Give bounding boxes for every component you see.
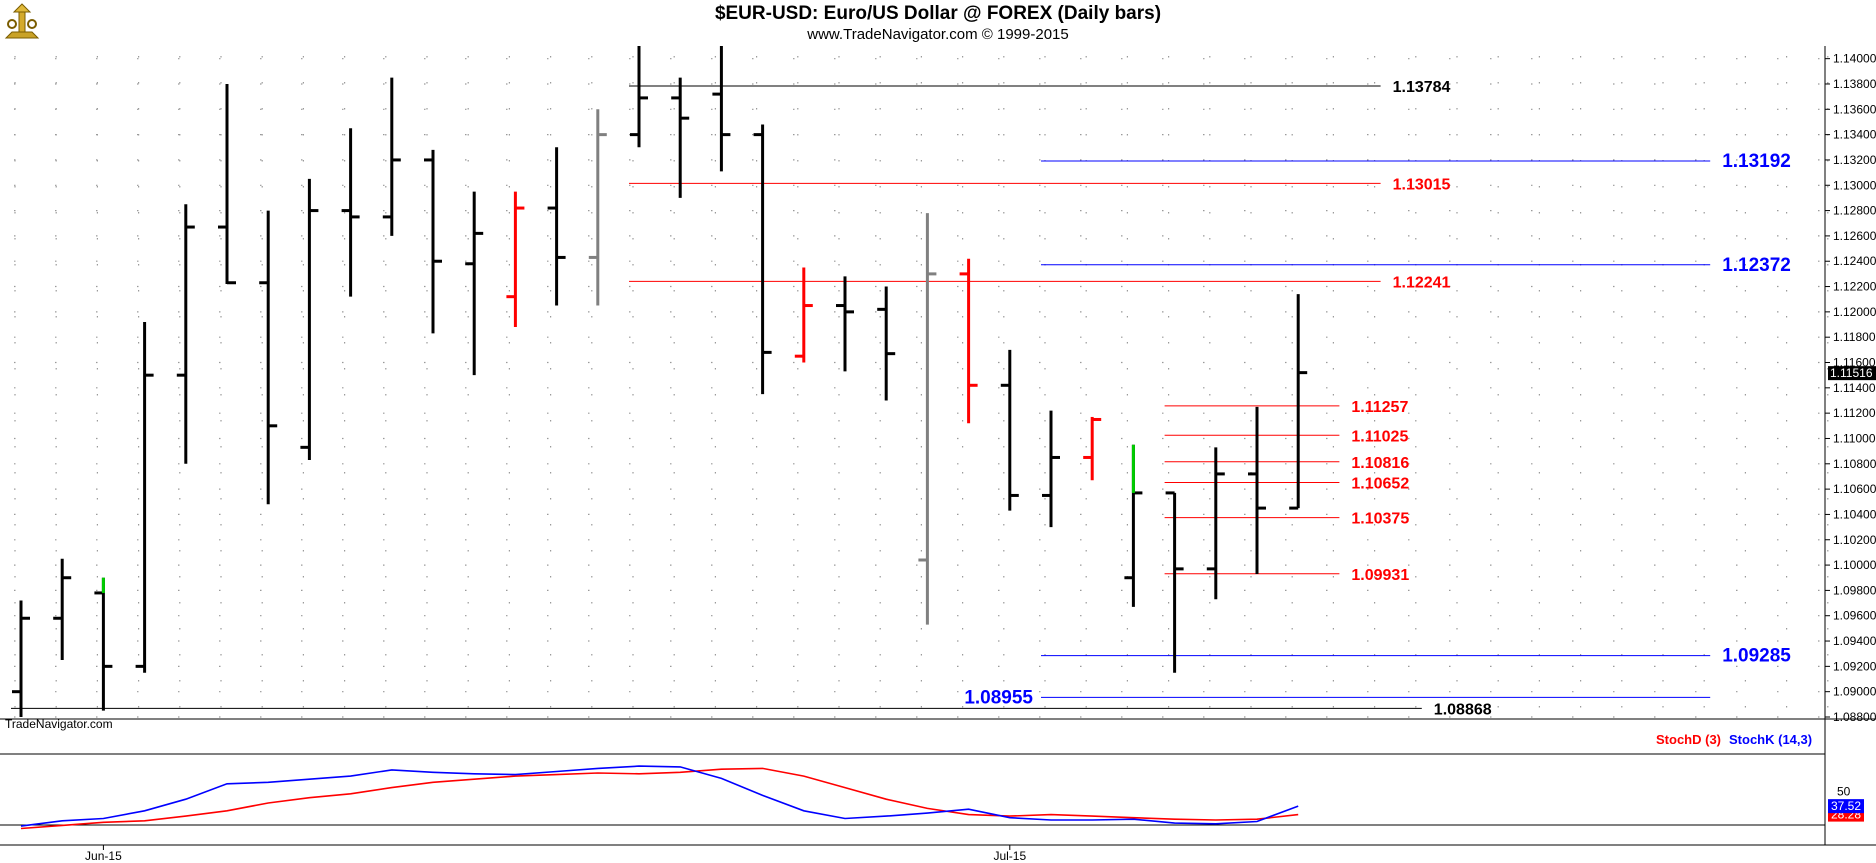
ohlc-bar — [794, 267, 813, 363]
ohlc-bar — [12, 600, 30, 717]
stoch-line — [20, 767, 1299, 830]
ohlc-bar — [1042, 410, 1060, 528]
price-tick-label: 1.10400 — [1833, 507, 1876, 521]
current-price-label: 1.11516 — [1830, 366, 1873, 380]
ohlc-bar — [918, 213, 937, 625]
level-label: 1.09285 — [1722, 646, 1791, 667]
level-label: 1.12372 — [1722, 255, 1791, 276]
trade-navigator-logo-icon — [2, 2, 42, 42]
price-tick-label: 1.12200 — [1833, 280, 1876, 294]
stoch-tick-label: 50 — [1837, 785, 1851, 799]
price-tick-label: 1.11000 — [1833, 431, 1876, 445]
ohlc-bar — [836, 276, 854, 372]
price-tick-label: 1.09000 — [1833, 685, 1876, 699]
price-tick-label: 1.12800 — [1833, 204, 1876, 218]
price-tick-label: 1.11400 — [1833, 381, 1876, 395]
ohlc-bar — [959, 258, 978, 424]
level-label: 1.10816 — [1351, 455, 1409, 472]
level-label: 1.12241 — [1393, 274, 1451, 291]
grid-dots — [14, 56, 1829, 718]
ohlc-bar — [1165, 491, 1184, 673]
price-tick-label: 1.13800 — [1833, 77, 1876, 91]
ohlc-bar — [94, 577, 113, 711]
price-tick-label: 1.11200 — [1833, 406, 1876, 420]
watermark-text: TradeNavigator.com — [5, 717, 113, 731]
ohlc-bar — [218, 83, 236, 285]
chart-subtitle: www.TradeNavigator.com © 1999-2015 — [807, 26, 1069, 43]
level-label: 1.13784 — [1393, 79, 1451, 96]
level-label: 1.11025 — [1351, 428, 1408, 445]
ohlc-bar — [1248, 406, 1266, 574]
stoch-line — [20, 765, 1299, 827]
stoch-value-box — [1828, 799, 1864, 814]
price-axis: 1.14000 1.13800 1.13600 1.13400 1.13200 1.130… — [1825, 52, 1876, 724]
level-label: 1.09931 — [1351, 567, 1409, 584]
ohlc-bar — [877, 286, 896, 401]
ohlc-bar — [1206, 447, 1225, 600]
price-tick-label: 1.12600 — [1833, 229, 1876, 243]
level-label: 1.08868 — [1434, 701, 1492, 718]
ohlc-bar — [1289, 294, 1308, 510]
ohlc-bar — [1083, 416, 1102, 481]
ohlc-bar — [588, 109, 607, 306]
level-label: 1.13192 — [1722, 151, 1791, 172]
price-tick-label: 1.12400 — [1833, 254, 1876, 268]
chart-title: $EUR-USD: Euro/US Dollar @ FOREX (Daily … — [714, 3, 1162, 24]
price-tick-label: 1.13600 — [1833, 102, 1876, 116]
price-tick-label: 1.14000 — [1833, 52, 1876, 66]
ohlc-bar — [176, 204, 195, 464]
date-tick-label: Jul-15 — [993, 849, 1026, 863]
level-label: 1.10652 — [1351, 476, 1409, 493]
ohlc-bar — [424, 149, 442, 334]
price-tick-label: 1.10600 — [1833, 482, 1876, 496]
ohlc-bar — [671, 77, 690, 198]
date-tick-label: Jun-15 — [85, 849, 122, 863]
ohlc-bars — [12, 46, 1308, 717]
date-axis: Jun-15 Jul-15 — [85, 845, 1026, 863]
grid-dot-path — [14, 56, 1829, 718]
price-tick-label: 1.13200 — [1833, 153, 1876, 167]
price-tick-label: 1.13400 — [1833, 128, 1876, 142]
level-label: 1.11257 — [1351, 399, 1408, 416]
ohlc-bar — [506, 191, 525, 328]
price-tick-label: 1.13000 — [1833, 178, 1876, 192]
ohlc-bar — [53, 558, 72, 661]
ohlc-bar — [341, 128, 360, 297]
ohlc-bar — [135, 321, 154, 673]
legend-stochd: StochD (3) — [1656, 732, 1721, 747]
ohlc-bar — [712, 46, 731, 172]
ohlc-bar — [1124, 444, 1143, 607]
level-lines: 1.13784 1.13015 1.12241 1.13192 1.12372 1.092… — [11, 79, 1791, 718]
price-tick-label: 1.09200 — [1833, 659, 1876, 673]
price-tick-label: 1.09600 — [1833, 609, 1876, 623]
price-tick-label: 1.11800 — [1833, 330, 1876, 344]
price-tick-label: 1.09800 — [1833, 583, 1876, 597]
ohlc-bar — [753, 124, 772, 395]
ohlc-bar — [1000, 349, 1019, 511]
ohlc-bar — [630, 46, 648, 148]
price-tick-label: 1.08800 — [1833, 710, 1876, 724]
current-price-box — [1828, 366, 1876, 381]
stoch-value-label: 37.52 — [1831, 799, 1861, 813]
price-tick-label: 1.10000 — [1833, 558, 1876, 572]
ohlc-bar — [300, 178, 319, 460]
ohlc-bar — [465, 191, 484, 376]
price-tick-label: 1.10200 — [1833, 533, 1876, 547]
chart-frame — [0, 46, 1876, 846]
level-label: 1.10375 — [1351, 511, 1409, 528]
price-tick-label: 1.12000 — [1833, 305, 1876, 319]
chart-header: $EUR-USD: Euro/US Dollar @ FOREX (Daily … — [0, 0, 1876, 46]
ohlc-bar — [259, 210, 278, 505]
level-label: 1.13015 — [1393, 176, 1451, 193]
price-tick-label: 1.11600 — [1833, 356, 1876, 370]
price-tick-label: 1.10800 — [1833, 457, 1876, 471]
price-tick-label: 1.09400 — [1833, 634, 1876, 648]
ohlc-bar — [382, 77, 401, 236]
ohlc-bar — [547, 147, 566, 306]
legend-stochk: StochK (14,3) — [1729, 732, 1812, 747]
level-label: 1.08955 — [964, 687, 1033, 708]
